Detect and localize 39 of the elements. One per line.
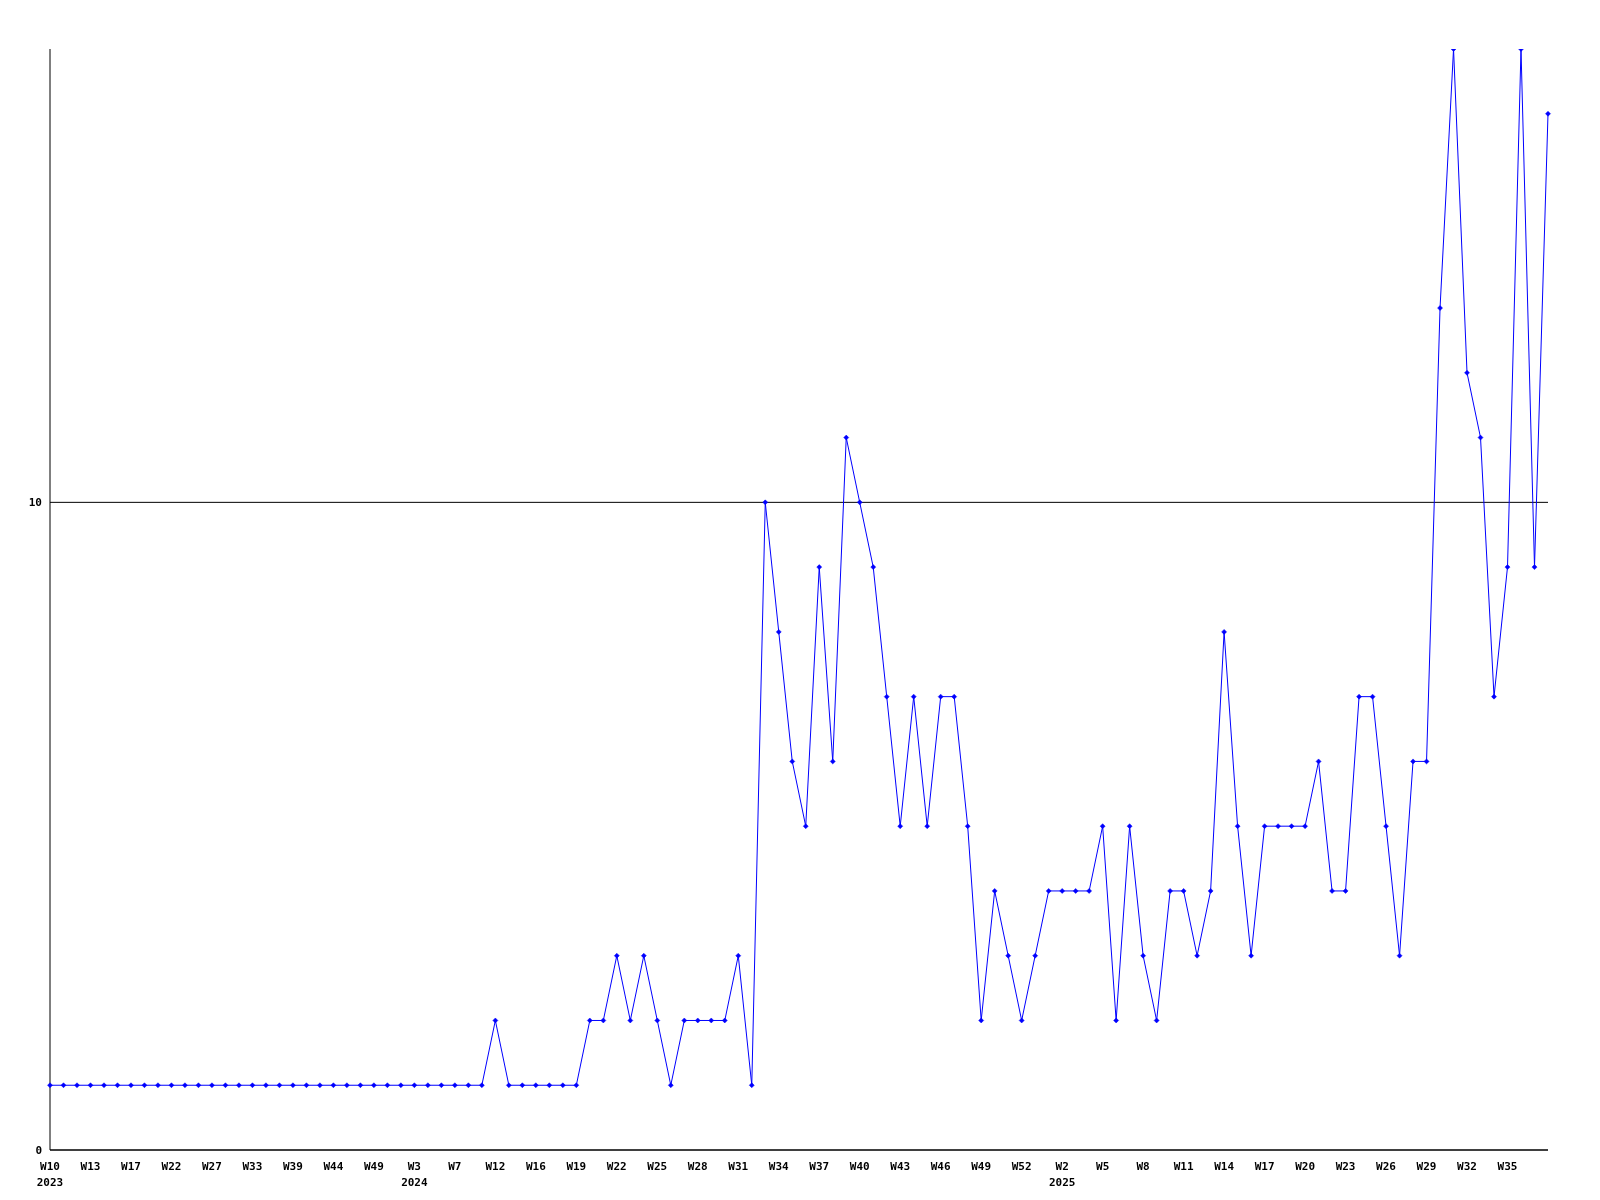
x-tick-label: W25	[647, 1160, 668, 1173]
x-tick-label: W26	[1376, 1160, 1397, 1173]
x-tick-label: W52	[1011, 1160, 1032, 1173]
x-tick-label: W16	[525, 1160, 547, 1173]
x-tick-label: W43	[890, 1160, 911, 1173]
x-tick-label: W17	[121, 1160, 141, 1173]
x-tick-label: W29	[1416, 1160, 1437, 1173]
x-tick-label: W40	[849, 1160, 870, 1173]
x-tick-label: W46	[930, 1160, 952, 1173]
x-tick-label: W33	[242, 1160, 263, 1173]
x-tick-label: W32	[1457, 1160, 1477, 1173]
x-tick-label: W39	[282, 1160, 303, 1173]
x-tick-label: W28	[687, 1160, 708, 1173]
x-tick-label: W49	[363, 1160, 384, 1173]
x-tick-label: W31	[728, 1160, 749, 1173]
x-tick-label: W19	[566, 1160, 587, 1173]
x-tick-label: W49	[971, 1160, 992, 1173]
x-tick-label: W7	[448, 1160, 462, 1173]
y-tick-label: 0	[35, 1143, 42, 1157]
x-tick-label: W27	[202, 1160, 222, 1173]
x-tick-label: W13	[80, 1160, 101, 1173]
x-tick-label: W22	[161, 1160, 182, 1173]
x-tick-label: W8	[1136, 1160, 1150, 1173]
x-tick-label: W37	[809, 1160, 830, 1173]
x-tick-label: W5	[1096, 1160, 1110, 1173]
x-tick-label: W20	[1295, 1160, 1316, 1173]
x-tick-label: W34	[768, 1160, 790, 1173]
x-tick-label: W11	[1173, 1160, 1194, 1173]
x-tick-label: W17	[1254, 1160, 1275, 1173]
x-tick-label: W44	[323, 1160, 344, 1173]
x-tick-label: W2 2025	[1048, 1160, 1076, 1189]
x-tick-label: W22	[606, 1160, 627, 1173]
x-tick-label: W23	[1335, 1160, 1356, 1173]
x-tick-label: W10 2023	[36, 1160, 64, 1189]
x-tick-label: W35	[1497, 1160, 1518, 1173]
x-tick-label: W12	[485, 1160, 506, 1173]
x-tick-label: W3 2024	[401, 1160, 428, 1189]
y-tick-label: 10	[28, 496, 42, 510]
x-tick-label: W14	[1214, 1160, 1235, 1173]
